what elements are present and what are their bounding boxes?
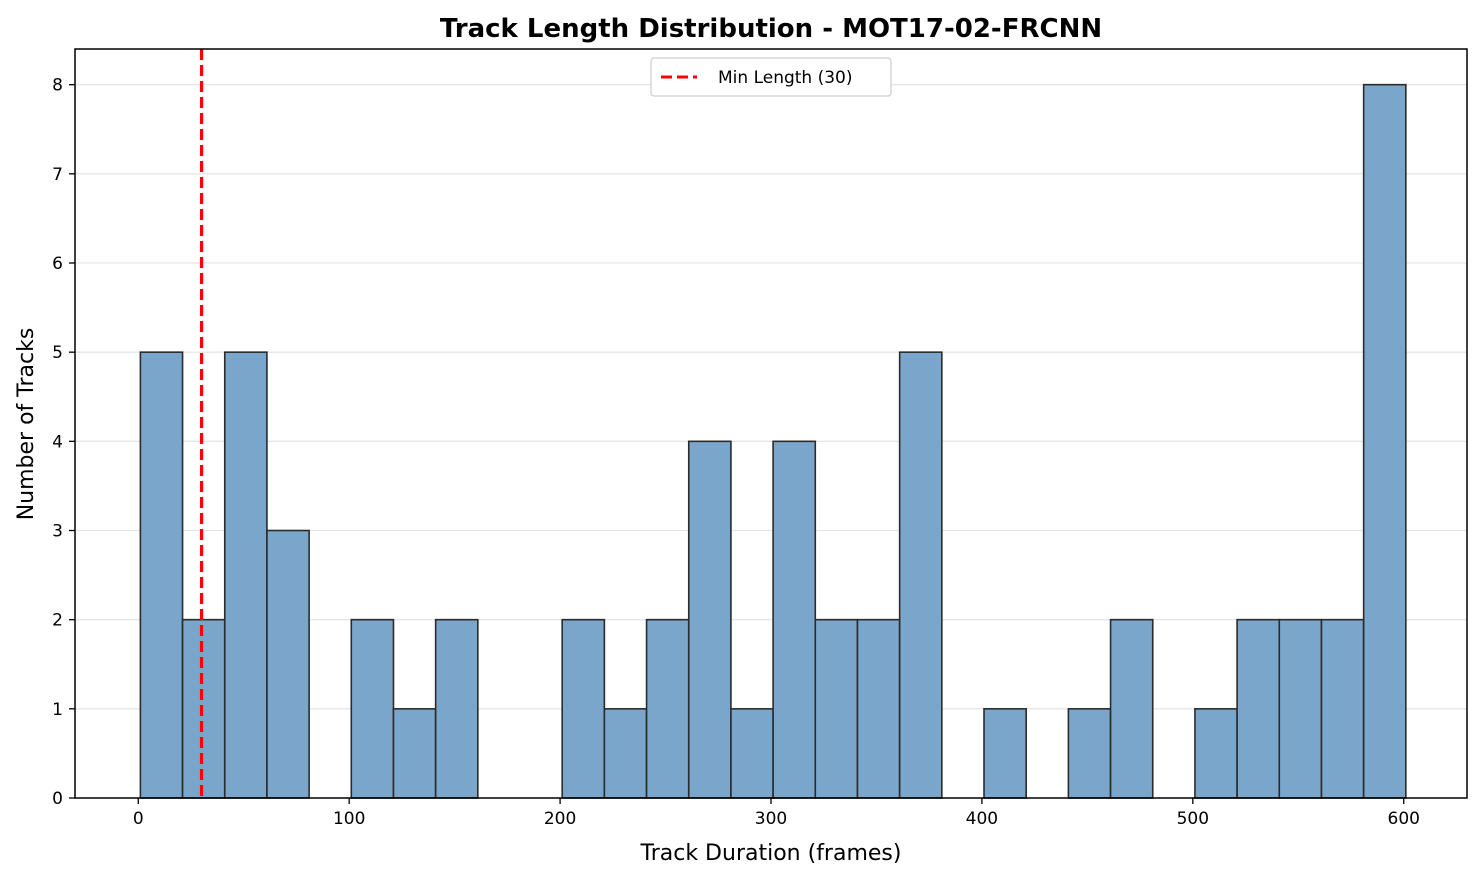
x-tick-label: 300 (755, 809, 787, 829)
histogram-bars (139, 83, 1407, 799)
histogram-bar (603, 708, 648, 799)
histogram-bar (1320, 618, 1365, 799)
y-tick-label: 5 (52, 343, 63, 363)
y-tick-label: 3 (52, 522, 63, 542)
x-tick-label: 600 (1388, 809, 1420, 829)
legend-entry-label: Min Length (30) (718, 68, 853, 88)
histogram-bar (983, 708, 1028, 799)
histogram-bar (645, 618, 690, 799)
y-axis-label: Number of Tracks (14, 328, 39, 521)
histogram-bar (181, 618, 226, 799)
histogram-bar (392, 708, 437, 799)
legend: Min Length (30) (650, 57, 892, 97)
x-tick-label: 500 (1177, 809, 1209, 829)
histogram-bar (1362, 83, 1407, 799)
x-tick-label: 100 (333, 809, 365, 829)
histogram-bar (266, 529, 310, 799)
histogram-bar (1109, 618, 1154, 799)
histogram-bar (1067, 708, 1112, 799)
chart-title: Track Length Distribution - MOT17-02-FRC… (440, 14, 1102, 44)
histogram-bar (1278, 618, 1323, 799)
x-tick-label: 400 (966, 809, 998, 829)
y-tick-label: 6 (52, 254, 63, 274)
histogram-bar (561, 618, 606, 799)
histogram-bar (1194, 708, 1238, 799)
y-tick-label: 1 (52, 700, 63, 720)
x-axis-label: Track Duration (frames) (640, 841, 902, 866)
histogram-bar (730, 708, 774, 799)
histogram-bar (898, 351, 943, 799)
y-tick-label: 0 (52, 789, 63, 809)
x-axis-ticks: 0 100 200 300 400 500 600 (133, 798, 1420, 829)
histogram-bar (687, 440, 732, 799)
x-tick-label: 0 (133, 809, 144, 829)
y-tick-label: 7 (52, 165, 63, 185)
histogram-bar (350, 618, 395, 799)
histogram-bar (856, 618, 901, 799)
histogram-bar (223, 351, 268, 799)
x-tick-label: 200 (544, 809, 576, 829)
histogram-bar (814, 618, 859, 799)
histogram-bar (1236, 618, 1281, 799)
legend-box (650, 57, 892, 97)
histogram-bar (434, 618, 479, 799)
histogram-bar (772, 440, 817, 799)
y-tick-label: 4 (52, 432, 63, 452)
histogram-bar (139, 351, 184, 799)
y-tick-label: 2 (52, 611, 63, 631)
y-tick-label: 8 (52, 76, 63, 96)
y-axis-ticks: 0 1 2 3 4 5 6 7 8 (52, 76, 75, 809)
